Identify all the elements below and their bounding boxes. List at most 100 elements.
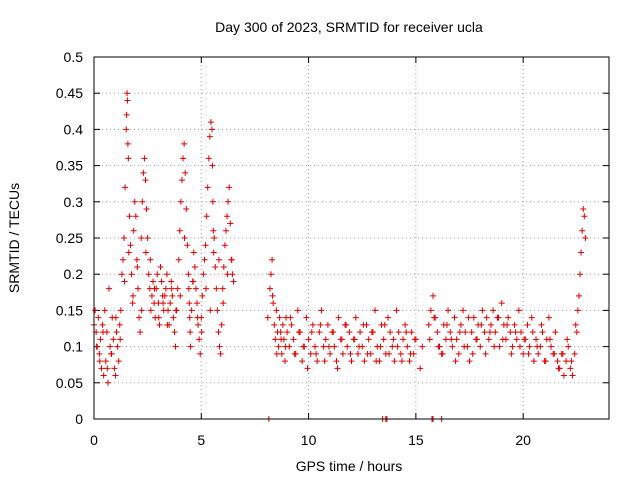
- data-point: [533, 336, 540, 343]
- data-point: [136, 314, 143, 321]
- data-point: [104, 365, 111, 372]
- data-point: [535, 350, 542, 357]
- data-point: [281, 358, 288, 365]
- data-point: [226, 184, 233, 191]
- data-point: [93, 343, 100, 350]
- data-point: [272, 336, 279, 343]
- data-point: [266, 285, 273, 292]
- data-point: [188, 307, 195, 314]
- data-point: [199, 292, 206, 299]
- data-point: [316, 329, 323, 336]
- data-point: [483, 314, 490, 321]
- plot-frame: [93, 56, 610, 420]
- data-point: [499, 336, 506, 343]
- data-point: [190, 249, 197, 256]
- data-point: [177, 198, 184, 205]
- data-point: [207, 119, 214, 126]
- data-point: [195, 321, 202, 328]
- data-point: [104, 379, 111, 386]
- data-point: [325, 343, 332, 350]
- data-point: [230, 278, 237, 285]
- data-point: [270, 300, 277, 307]
- data-point: [575, 292, 582, 299]
- y-tick-label: 0.15: [56, 302, 83, 318]
- data-point: [520, 350, 527, 357]
- data-point: [183, 206, 190, 213]
- data-point: [147, 256, 154, 263]
- data-point: [228, 256, 235, 263]
- data-point: [220, 263, 227, 270]
- data-point: [216, 343, 223, 350]
- data-point: [154, 271, 161, 278]
- data-point: [290, 336, 297, 343]
- data-point: [158, 278, 165, 285]
- data-point: [377, 343, 384, 350]
- data-point: [210, 249, 217, 256]
- data-point: [431, 314, 438, 321]
- data-point: [181, 235, 188, 241]
- axis-ticks: [93, 56, 609, 420]
- data-point: [456, 329, 463, 336]
- data-point: [443, 321, 450, 328]
- data-point: [288, 321, 295, 328]
- data-point: [130, 292, 137, 299]
- data-point: [211, 235, 218, 241]
- data-point: [115, 358, 122, 365]
- data-point: [487, 321, 494, 328]
- data-point: [373, 358, 380, 365]
- data-point: [155, 314, 162, 321]
- data-point: [582, 235, 589, 241]
- data-point: [118, 271, 125, 278]
- data-point: [273, 307, 280, 314]
- data-point: [121, 235, 128, 241]
- data-point: [224, 213, 231, 220]
- data-point: [279, 321, 286, 328]
- x-axis-label: GPS time / hours: [296, 458, 403, 474]
- data-point: [124, 90, 131, 97]
- data-point: [442, 336, 449, 343]
- data-point: [451, 314, 458, 321]
- data-point: [112, 314, 119, 321]
- x-tick-labels: 0 5 10 15 20: [90, 432, 531, 448]
- data-point: [524, 321, 531, 328]
- data-point: [368, 329, 375, 336]
- data-point: [578, 249, 585, 256]
- x-tick-label: 0: [90, 432, 98, 448]
- x-tick-label: 15: [408, 432, 424, 448]
- data-point: [304, 365, 311, 372]
- data-point: [426, 336, 433, 343]
- data-point: [492, 329, 499, 336]
- data-point: [331, 343, 338, 350]
- data-point: [217, 350, 224, 357]
- data-point: [498, 300, 505, 307]
- data-point: [321, 358, 328, 365]
- data-point: [106, 285, 113, 292]
- data-point: [107, 343, 114, 350]
- data-point: [224, 271, 231, 278]
- y-tick-label: 0.25: [56, 230, 83, 246]
- data-point: [445, 307, 452, 314]
- data-point: [269, 256, 276, 263]
- data-point: [186, 314, 193, 321]
- data-point: [164, 321, 171, 328]
- data-point: [119, 256, 126, 263]
- data-point: [139, 198, 146, 205]
- data-point: [210, 227, 217, 234]
- data-point: [134, 285, 141, 292]
- data-point: [156, 321, 163, 328]
- y-tick-label: 0: [75, 411, 83, 427]
- data-point: [574, 307, 581, 314]
- data-point: [452, 358, 459, 365]
- data-point: [447, 329, 454, 336]
- data-point: [552, 329, 559, 336]
- data-point: [580, 206, 587, 213]
- data-point: [386, 350, 393, 357]
- data-point: [142, 177, 149, 184]
- data-point: [495, 314, 502, 321]
- x-tick-label: 5: [197, 432, 205, 448]
- data-point: [482, 350, 489, 357]
- data-point: [419, 343, 426, 350]
- data-point: [98, 365, 105, 372]
- data-point: [203, 285, 210, 292]
